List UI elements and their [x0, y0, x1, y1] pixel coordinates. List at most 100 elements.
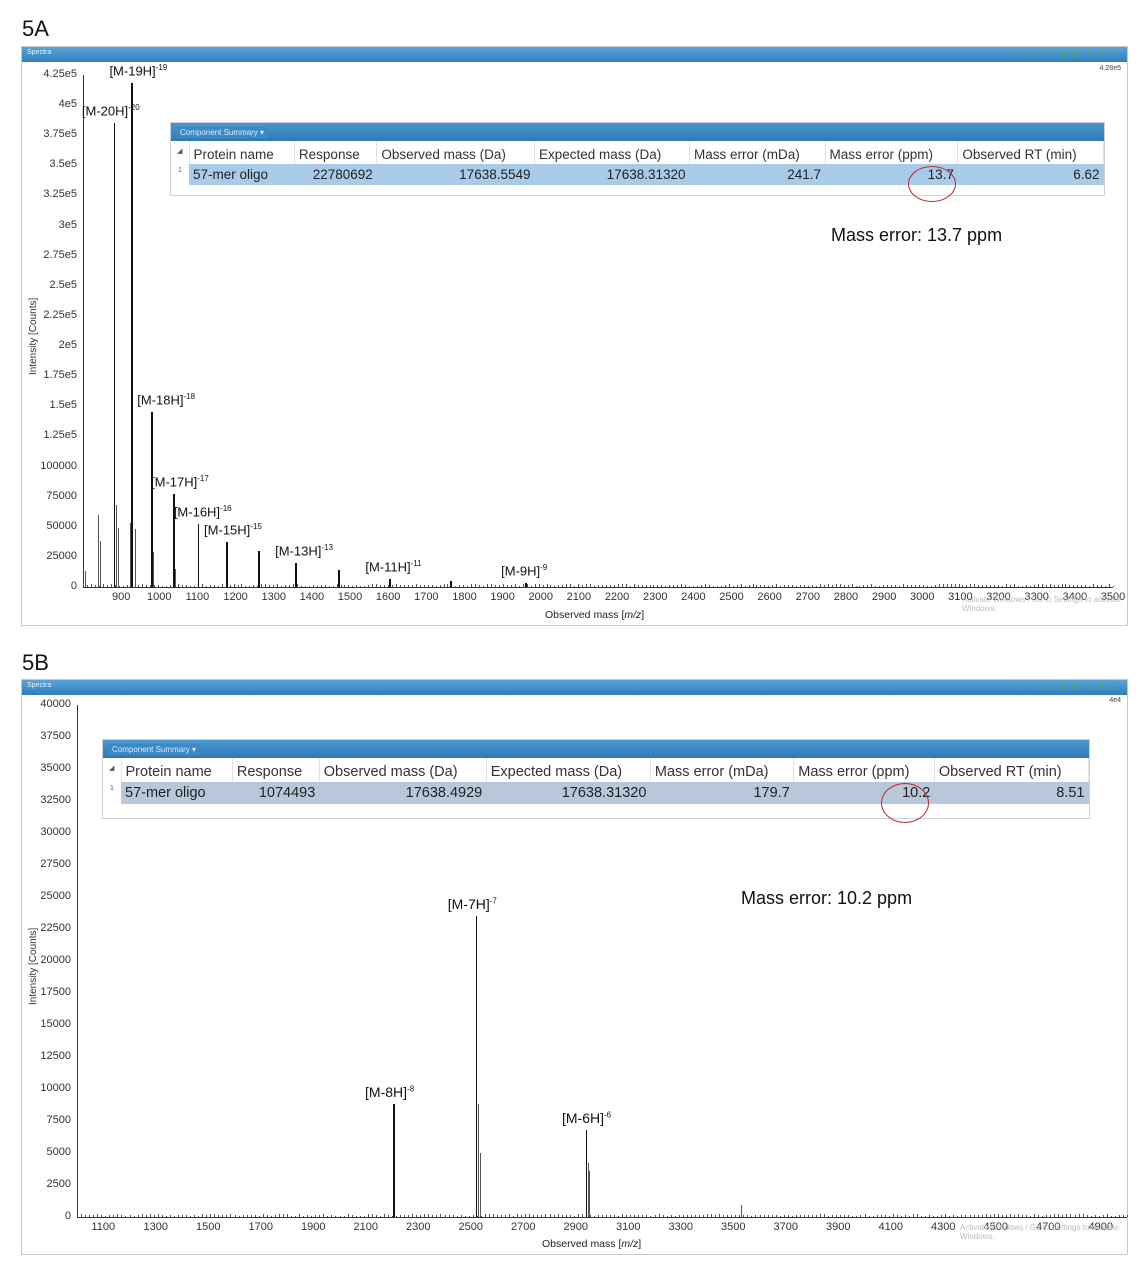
chart-type-icon[interactable]: ▥ — [1071, 49, 1080, 58]
baseline-noise — [178, 584, 179, 587]
baseline-noise — [721, 586, 722, 587]
spectrum-peak[interactable] — [525, 583, 527, 587]
baseline-noise — [323, 1214, 324, 1217]
col-observed-rt[interactable]: Observed RT (min) — [958, 141, 1104, 164]
chart-type-icon[interactable]: ▥ — [1071, 682, 1080, 691]
spectrum-peak[interactable] — [338, 570, 340, 587]
col-mass-error-ppm[interactable]: Mass error (ppm) — [794, 758, 935, 782]
baseline-noise — [598, 585, 599, 587]
baseline-noise — [594, 586, 595, 587]
baseline-noise — [685, 585, 686, 587]
baseline-noise — [445, 1215, 446, 1217]
baseline-noise — [828, 584, 829, 587]
copy-icon[interactable]: ▢ — [1032, 49, 1041, 58]
spectra-panel-5a: Spectra ⌕ ▢ ⤢ ▤ ▥ ▾ ✥ ❐ 4.28e5 Intensity… — [21, 46, 1128, 626]
baseline-noise — [634, 1215, 635, 1217]
spectrum-peak[interactable] — [389, 579, 391, 587]
fit-icon[interactable]: ⤢ — [1045, 49, 1054, 58]
pan-icon[interactable]: ✥ — [1097, 682, 1106, 691]
spectrum-peak[interactable] — [393, 1104, 395, 1217]
baseline-noise — [982, 1215, 983, 1217]
component-summary-header[interactable]: Component Summary ▾ — [171, 123, 1104, 141]
spectrum-peak[interactable] — [114, 123, 116, 587]
zoom-icon[interactable]: ⌕ — [1019, 49, 1028, 58]
zoom-icon[interactable]: ⌕ — [1019, 682, 1028, 691]
baseline-noise — [994, 1214, 995, 1217]
spectrum-peak[interactable] — [226, 542, 228, 587]
baseline-noise — [317, 586, 318, 587]
y-tick-label: 2.25e5 — [21, 309, 77, 321]
baseline-noise — [170, 1215, 171, 1217]
dropdown-icon[interactable]: ▾ — [1084, 682, 1093, 691]
x-tick-label: 4300 — [923, 1221, 963, 1233]
row-select-corner[interactable]: ◢ — [103, 758, 121, 782]
baseline-noise — [812, 585, 813, 587]
col-observed-mass[interactable]: Observed mass (Da) — [377, 141, 535, 164]
col-protein-name[interactable]: Protein name — [121, 758, 232, 782]
component-summary-header[interactable]: Component Summary ▾ — [103, 740, 1089, 758]
fit-icon[interactable]: ⤢ — [1045, 682, 1054, 691]
baseline-noise — [234, 584, 235, 587]
y-tick-label: 35000 — [15, 762, 71, 774]
spectrum-peak[interactable] — [295, 563, 297, 587]
x-tick-label: 2700 — [503, 1221, 543, 1233]
x-tick-label: 1800 — [444, 591, 484, 603]
table-row[interactable]: 1 57-mer oligo 22780692 17638.5549 17638… — [171, 164, 1104, 185]
col-expected-mass[interactable]: Expected mass (Da) — [486, 758, 650, 782]
baseline-noise — [873, 1216, 874, 1217]
col-observed-mass[interactable]: Observed mass (Da) — [319, 758, 486, 782]
baseline-noise — [297, 584, 298, 587]
spectrum-peak[interactable] — [586, 1130, 588, 1217]
col-mass-error-mda[interactable]: Mass error (mDa) — [690, 141, 826, 164]
col-response[interactable]: Response — [294, 141, 376, 164]
baseline-noise — [877, 1215, 878, 1217]
col-response[interactable]: Response — [232, 758, 319, 782]
spectrum-peak[interactable] — [198, 524, 200, 587]
dropdown-icon[interactable]: ▾ — [1084, 49, 1093, 58]
col-protein-name[interactable]: Protein name — [189, 141, 294, 164]
col-observed-rt[interactable]: Observed RT (min) — [934, 758, 1088, 782]
baseline-noise — [303, 1216, 304, 1217]
col-mass-error-ppm[interactable]: Mass error (ppm) — [825, 141, 958, 164]
baseline-noise — [764, 585, 765, 587]
pan-icon[interactable]: ✥ — [1097, 49, 1106, 58]
spectrum-peak[interactable] — [476, 916, 478, 1217]
baseline-noise — [921, 1216, 922, 1217]
toolbar: ⌕ ▢ ⤢ ▤ ▥ ▾ ✥ ❐ — [1019, 49, 1119, 58]
export-icon[interactable]: ▤ — [1058, 682, 1067, 691]
x-tick-label: 1100 — [83, 1221, 123, 1233]
spectrum-peak[interactable] — [151, 412, 153, 587]
cell-observed-rt: 6.62 — [958, 164, 1104, 185]
x-tick-label: 3000 — [902, 591, 942, 603]
baseline-noise — [820, 1214, 821, 1217]
spectrum-peak[interactable] — [258, 551, 260, 587]
spectrum-peak[interactable] — [450, 581, 452, 587]
restore-icon[interactable]: ❐ — [1110, 49, 1119, 58]
baseline-noise — [701, 585, 702, 587]
baseline-noise — [697, 586, 698, 587]
col-expected-mass[interactable]: Expected mass (Da) — [535, 141, 690, 164]
baseline-noise — [772, 1215, 773, 1217]
baseline-noise — [951, 584, 952, 587]
baseline-noise — [925, 1216, 926, 1217]
baseline-noise — [130, 1215, 131, 1217]
restore-icon[interactable]: ❐ — [1110, 682, 1119, 691]
baseline-noise — [1085, 585, 1086, 587]
baseline-noise — [186, 1215, 187, 1217]
baseline-noise — [513, 1216, 514, 1217]
spectrum-peak[interactable] — [131, 83, 133, 587]
row-select-corner[interactable]: ◢ — [171, 141, 189, 164]
baseline-noise — [485, 1214, 486, 1217]
baseline-noise — [547, 584, 548, 587]
table-row[interactable]: 1 57-mer oligo 1074493 17638.4929 17638.… — [103, 782, 1089, 804]
baseline-noise — [1042, 584, 1043, 587]
export-icon[interactable]: ▤ — [1058, 49, 1067, 58]
baseline-noise — [1050, 1215, 1051, 1217]
col-mass-error-mda[interactable]: Mass error (mDa) — [650, 758, 793, 782]
baseline-noise — [1022, 1215, 1023, 1217]
baseline-noise — [1014, 584, 1015, 587]
baseline-noise — [1034, 1214, 1035, 1217]
baseline-noise — [360, 1216, 361, 1217]
copy-icon[interactable]: ▢ — [1032, 682, 1041, 691]
baseline-noise — [705, 584, 706, 587]
